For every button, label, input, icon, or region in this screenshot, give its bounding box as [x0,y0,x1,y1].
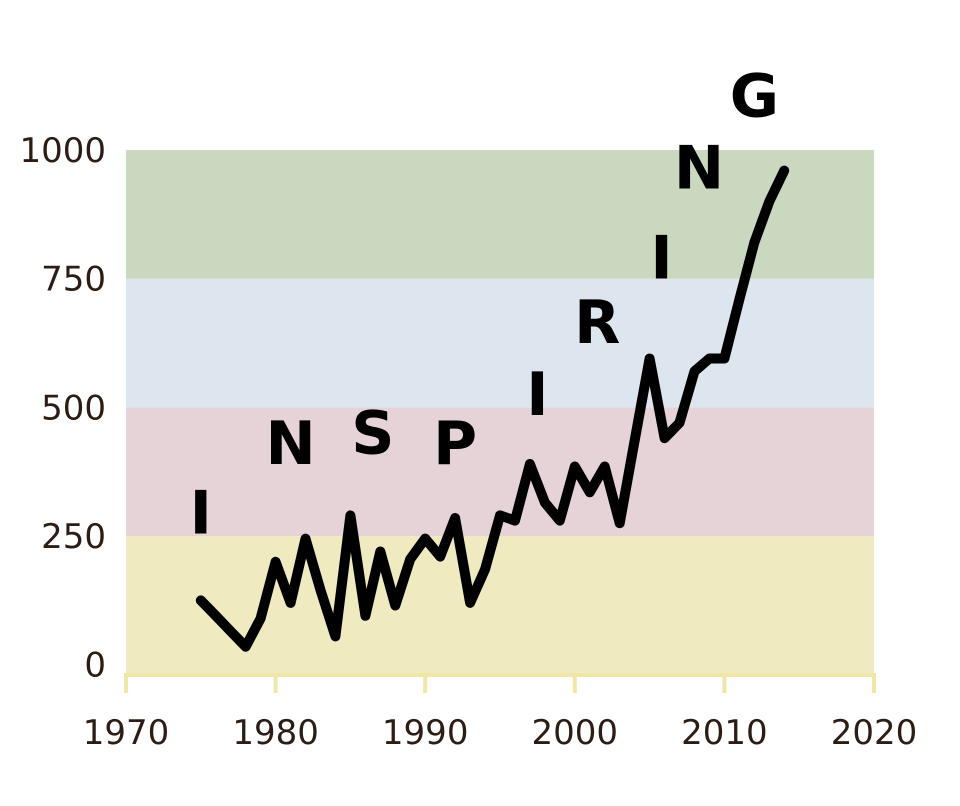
annotation-letter: N [674,134,724,204]
annotation-letter: I [190,478,212,548]
band-0 [126,536,874,675]
y-tick-label: 1000 [19,131,106,171]
annotation-letter: I [526,360,548,430]
y-tick-label: 750 [41,260,106,300]
x-axis-tick-labels: 1970 1980 1990 2000 2010 2020 [83,713,918,753]
annotation-letter: S [351,399,394,469]
y-tick-label: 250 [41,517,106,557]
band-2 [126,278,874,408]
x-tick-label: 1970 [83,713,170,753]
x-tick-label: 1980 [232,713,319,753]
series-line [195,165,790,652]
annotation-letter: I [650,224,672,294]
annotation-letter: N [265,409,315,479]
x-tick-label: 2000 [532,713,619,753]
y-axis-tick-labels: 0 250 500 750 1000 [19,131,106,686]
annotation-letter: P [433,409,477,479]
annotation-letter: G [730,62,779,132]
y-tick-label: 500 [41,388,106,428]
background-bands [126,150,874,675]
annotation-letter: R [574,288,620,358]
x-axis [124,673,876,693]
x-tick-label: 2020 [831,713,918,753]
x-tick-label: 2010 [681,713,768,753]
series-lines [195,165,790,652]
y-tick-label: 0 [84,646,106,686]
x-tick-label: 1990 [382,713,469,753]
